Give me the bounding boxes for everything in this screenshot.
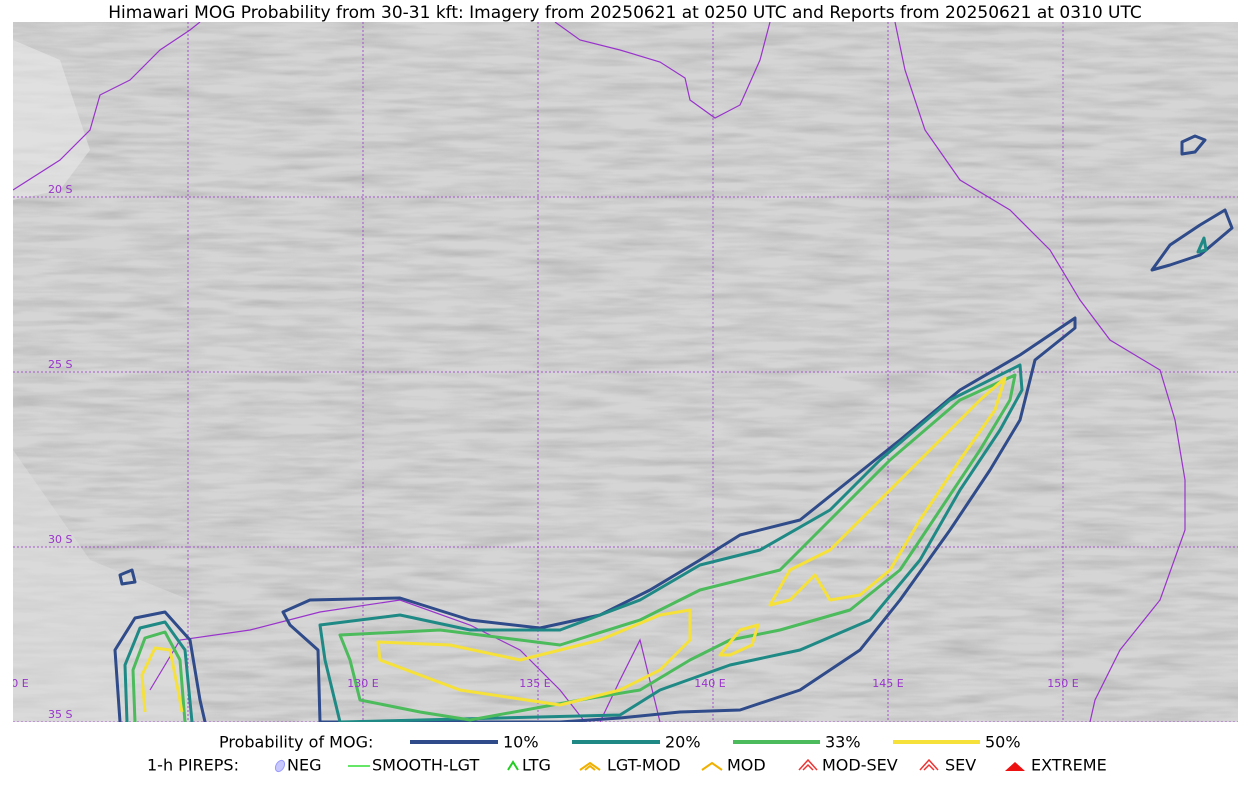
- legend-label: NEG: [287, 756, 321, 775]
- icon-lgt-mod: [579, 761, 601, 771]
- contour-33: [131, 630, 187, 722]
- coast: [894, 22, 1186, 722]
- legend-label: SMOOTH-LGT: [372, 756, 479, 775]
- contour-20: [318, 363, 1024, 722]
- legend-label: 20%: [665, 733, 701, 752]
- legend-title: 1-h PIREPS:: [147, 756, 239, 775]
- icon-ltg: [507, 760, 519, 771]
- coast: [554, 22, 771, 119]
- lon-label: 140 E: [694, 677, 725, 690]
- legend-label: 50%: [985, 733, 1021, 752]
- lat-label: 20 S: [48, 183, 72, 196]
- coast: [13, 22, 201, 191]
- map-title: Himawari MOG Probability from 30-31 kft:…: [108, 3, 1142, 23]
- graticule-labels: 20 S 25 S 30 S 35 S 120 E 130 E 135 E 14…: [0, 183, 1079, 721]
- legend: Probability of MOG: 10% 20% 33% 50% 1-h …: [147, 733, 1107, 775]
- icon-extreme: [1005, 762, 1025, 771]
- contour-10: [1150, 208, 1234, 272]
- contour-20: [1196, 236, 1208, 254]
- legend-title: Probability of MOG:: [219, 733, 373, 752]
- contour-50: [768, 376, 1007, 607]
- contours: [113, 134, 1234, 722]
- icon-neg: [274, 759, 286, 773]
- contour-10: [1180, 134, 1207, 156]
- lon-label: 130 E: [347, 677, 378, 690]
- lat-label: 30 S: [48, 533, 72, 546]
- icon-mod-sev: [798, 758, 818, 771]
- legend-label: 10%: [503, 733, 539, 752]
- coast: [599, 638, 661, 722]
- legend-label: MOD-SEV: [822, 756, 898, 775]
- contour-50: [718, 623, 760, 657]
- contour-33: [338, 373, 1017, 722]
- map: 20 S 25 S 30 S 35 S 120 E 130 E 135 E 14…: [0, 22, 1238, 722]
- contour-50: [376, 608, 692, 707]
- legend-label: LTG: [522, 756, 551, 775]
- legend-label: LGT-MOD: [607, 756, 681, 775]
- contour-20: [123, 620, 194, 722]
- coastline: [13, 22, 1186, 722]
- graticule: [13, 22, 1238, 722]
- contour-10: [113, 610, 207, 722]
- lat-label: 35 S: [48, 708, 72, 721]
- cloud: [13, 40, 90, 200]
- lon-label: 120 E: [0, 677, 29, 690]
- lon-label: 150 E: [1047, 677, 1078, 690]
- legend-label: SEV: [945, 756, 976, 775]
- contour-50: [140, 646, 184, 713]
- lat-label: 25 S: [48, 358, 72, 371]
- contour-10: [118, 568, 137, 586]
- legend-label: MOD: [727, 756, 766, 775]
- legend-label: EXTREME: [1031, 756, 1107, 775]
- legend-label: 33%: [825, 733, 861, 752]
- icon-sev: [919, 758, 939, 771]
- lon-label: 135 E: [519, 677, 550, 690]
- lon-label: 145 E: [872, 677, 903, 690]
- icon-mod: [701, 761, 723, 771]
- coast: [149, 599, 586, 722]
- cloud: [13, 450, 190, 722]
